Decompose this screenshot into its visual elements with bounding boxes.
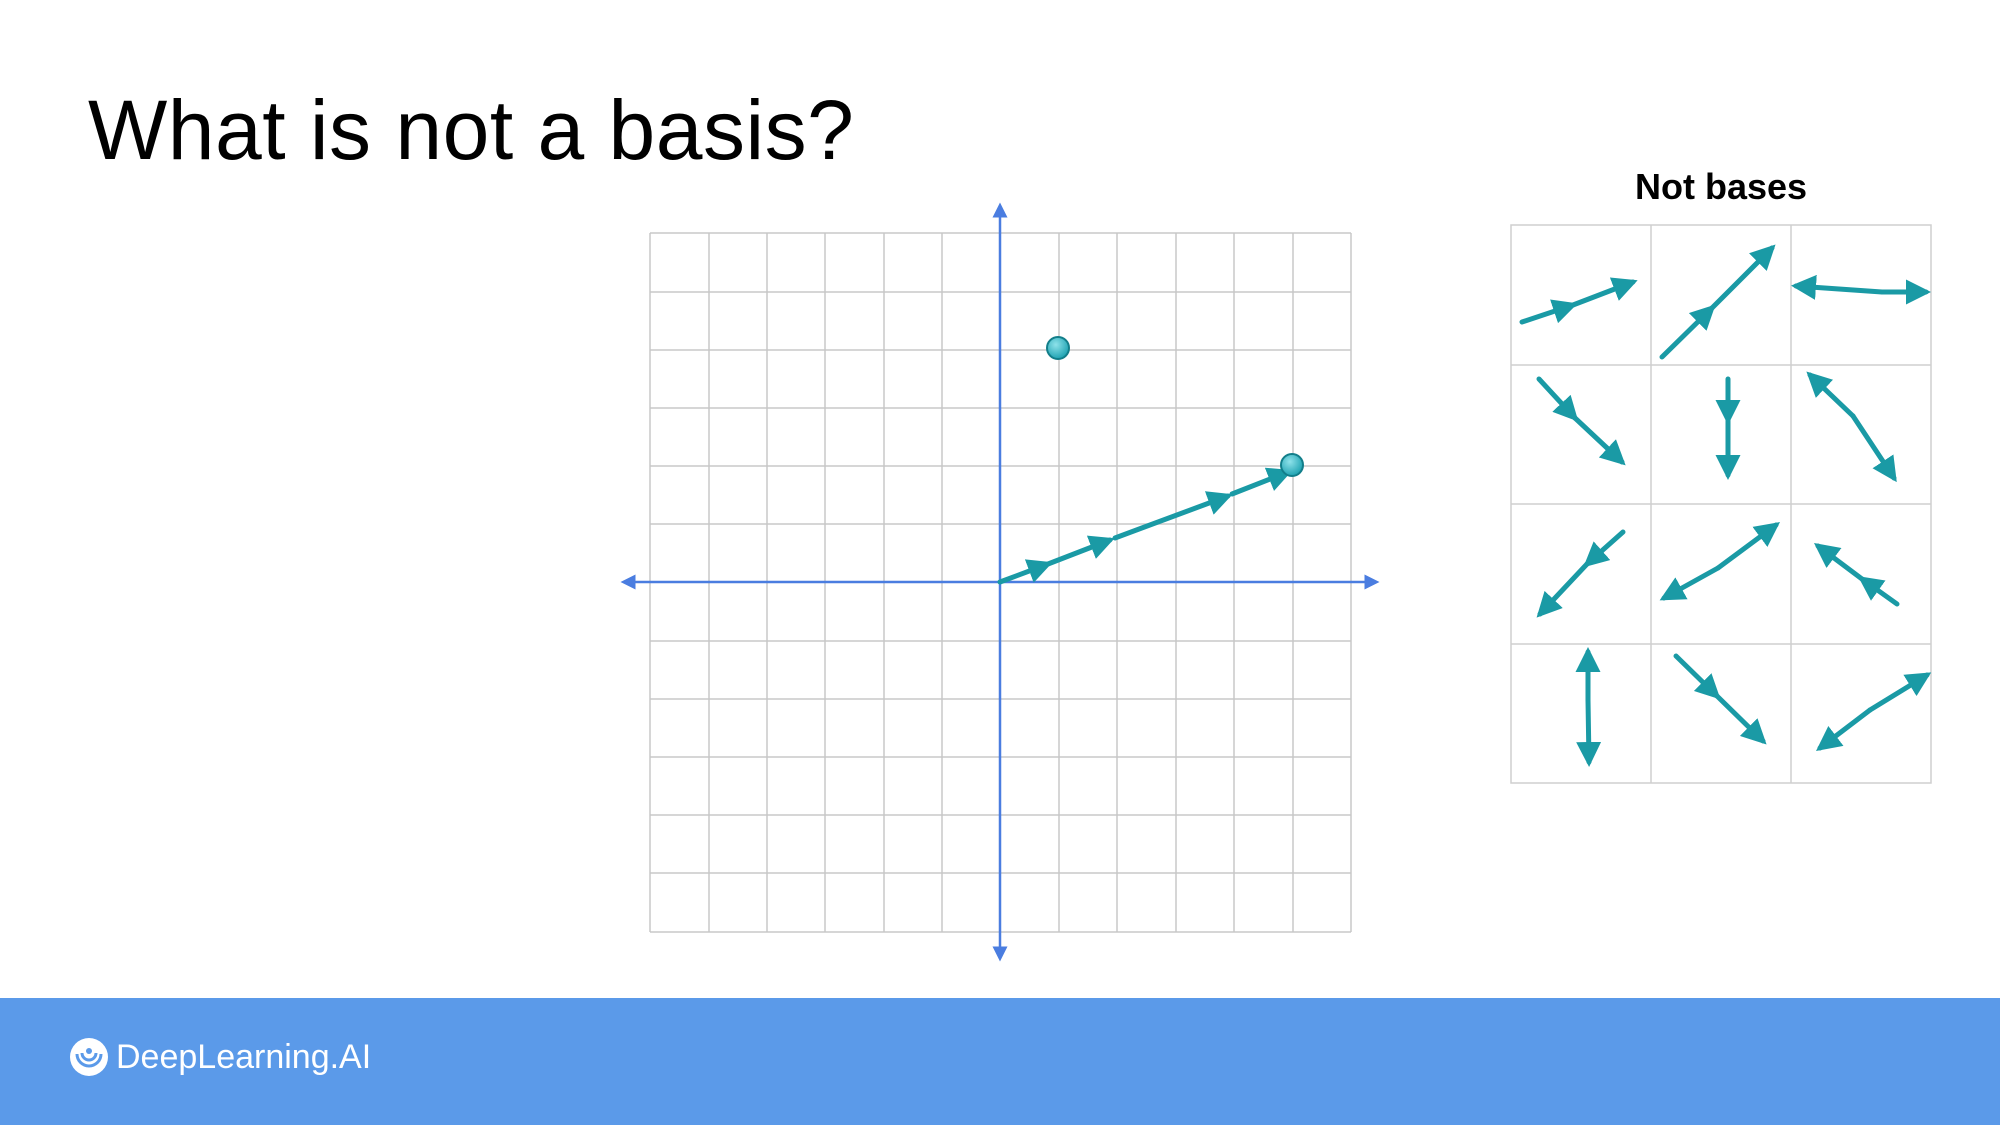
cell-6-vectors [1806,371,1897,483]
cell-8-vectors [1659,522,1781,601]
panel-title: Not bases [1634,166,1808,207]
cell-12-vectors [1816,672,1932,752]
not-bases-grid [1510,224,1932,784]
cell-2-vectors [1659,244,1776,360]
cell-3-vectors [1791,274,1931,305]
cell-7-vectors [1536,529,1626,618]
logo-text: DeepLearning.AI [116,1037,372,1076]
cell-11-vectors [1673,653,1767,745]
cell-10-vectors [1575,647,1602,767]
footer-logo[interactable]: DeepLearning.AI [68,1036,371,1078]
not-bases-vectors [1519,244,1932,767]
point-right [1280,453,1304,477]
cell-4-vectors [1536,376,1626,466]
slide-title: What is not a basis? [88,83,855,177]
cell-9-vectors [1814,543,1900,607]
point-upper [1046,336,1070,360]
footer-bar: DeepLearning.AI [0,998,2000,1125]
cell-1-vectors [1519,277,1638,325]
collinear-vectors [997,467,1293,585]
deeplearning-logo-icon [70,1038,108,1076]
diagram-canvas [620,202,1932,962]
